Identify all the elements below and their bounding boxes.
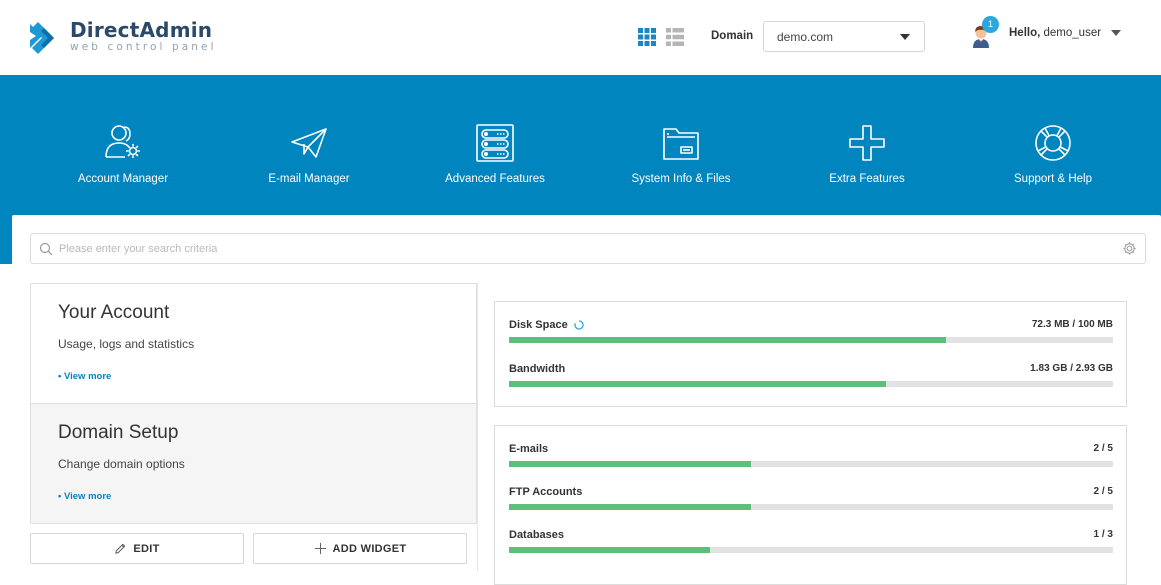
nav-support-help[interactable]: Support & Help <box>960 123 1146 185</box>
avatar: 1 <box>968 16 999 48</box>
server-icon <box>476 124 514 162</box>
progress-fill <box>509 461 751 467</box>
widget-title: Domain Setup <box>58 422 179 443</box>
stat-name: E-mails <box>509 443 549 455</box>
column-divider <box>477 283 478 571</box>
nav-label: Account Manager <box>77 173 169 185</box>
greeting-text: Hello, <box>1009 27 1041 39</box>
add-widget-button-label: ADD WIDGET <box>332 542 407 555</box>
plus-small-icon <box>314 542 326 555</box>
search-input[interactable] <box>59 239 1119 259</box>
logo-title: DirectAdmin <box>70 18 213 42</box>
stat-value: 2 / 5 <box>1093 443 1113 454</box>
notification-badge[interactable]: 1 <box>982 16 999 33</box>
nav-advanced-features[interactable]: Advanced Features <box>402 123 588 185</box>
lifebuoy-icon <box>1035 125 1071 161</box>
view-toggle <box>638 28 684 46</box>
folder-icon <box>663 128 699 160</box>
nav-label: System Info & Files <box>631 173 731 185</box>
nav-email-manager[interactable]: E-mail Manager <box>216 123 402 185</box>
progress-bar <box>509 547 1113 553</box>
grid-view-icon[interactable] <box>638 28 656 46</box>
stat-name: Disk Space <box>509 319 568 331</box>
user-menu-caret-icon <box>1111 30 1122 36</box>
add-widget-button[interactable]: ADD WIDGET <box>253 533 467 564</box>
domain-label: Domain <box>711 30 754 42</box>
stat-name: FTP Accounts <box>509 486 583 498</box>
edit-button-label: EDIT <box>133 542 160 555</box>
pencil-icon <box>115 543 126 554</box>
stat-value: 1 / 3 <box>1093 529 1113 540</box>
progress-bar <box>509 381 1113 387</box>
widget-list: Your Account Usage, logs and statistics … <box>30 283 477 524</box>
logo-subtitle: web control panel <box>70 41 217 53</box>
paper-plane-icon <box>291 128 327 158</box>
stat-value: 2 / 5 <box>1093 486 1113 497</box>
progress-fill <box>509 381 886 387</box>
stat-name: Databases <box>509 529 565 541</box>
stat-name-wrap: Disk Space <box>509 319 584 331</box>
view-more-link[interactable]: • View more <box>58 491 112 502</box>
progress-fill <box>509 337 946 343</box>
widget-description: Usage, logs and statistics <box>58 337 195 351</box>
search-icon <box>39 242 53 256</box>
nav-label: Extra Features <box>829 173 905 185</box>
progress-fill <box>509 547 711 553</box>
progress-fill <box>509 504 751 510</box>
progress-bar <box>509 337 1113 343</box>
nav-extra-features[interactable]: Extra Features <box>774 123 960 185</box>
progress-bar <box>509 461 1113 467</box>
domain-select-value: demo.com <box>777 30 834 44</box>
stat-value: 72.3 MB / 100 MB <box>1031 319 1113 330</box>
widget-your-account[interactable]: Your Account Usage, logs and statistics … <box>31 284 476 404</box>
gear-icon[interactable] <box>1122 241 1137 256</box>
directadmin-logo[interactable]: DirectAdmin web control panel <box>28 18 217 58</box>
top-header: DirectAdmin web control panel Domain dem… <box>0 0 1161 75</box>
widget-domain-setup[interactable]: Domain Setup Change domain options • Vie… <box>31 403 476 523</box>
loading-spinner-icon <box>574 320 584 330</box>
widget-description: Change domain options <box>58 457 185 471</box>
search-bar <box>30 233 1146 264</box>
list-view-icon[interactable] <box>666 28 684 46</box>
stat-name: Bandwidth <box>509 363 566 375</box>
plus-icon <box>849 125 885 161</box>
chevron-down-icon <box>900 34 910 40</box>
nav-system-info-files[interactable]: System Info & Files <box>588 123 774 185</box>
nav-label: Advanced Features <box>445 173 545 185</box>
user-menu[interactable]: 1 Hello, demo_user <box>968 16 1122 48</box>
edit-button[interactable]: EDIT <box>30 533 244 564</box>
nav-label: E-mail Manager <box>268 173 350 185</box>
usage-stats-box: Disk Space 72.3 MB / 100 MB Bandwidth 1.… <box>494 301 1127 407</box>
view-more-link[interactable]: • View more <box>58 371 112 382</box>
stat-value: 1.83 GB / 2.93 GB <box>1030 363 1113 374</box>
widget-title: Your Account <box>58 302 170 323</box>
nav-account-manager[interactable]: Account Manager <box>30 123 216 185</box>
nav-label: Support & Help <box>1014 173 1092 185</box>
username: demo_user <box>1043 27 1102 39</box>
logo-chevron-icon <box>30 22 54 54</box>
user-greeting: Hello, demo_user <box>1009 27 1101 39</box>
domain-select[interactable]: demo.com <box>763 21 925 52</box>
count-stats-box: E-mails 2 / 5 FTP Accounts 2 / 5 Databas… <box>494 425 1127 585</box>
account-manager-icon <box>105 125 140 158</box>
progress-bar <box>509 504 1113 510</box>
